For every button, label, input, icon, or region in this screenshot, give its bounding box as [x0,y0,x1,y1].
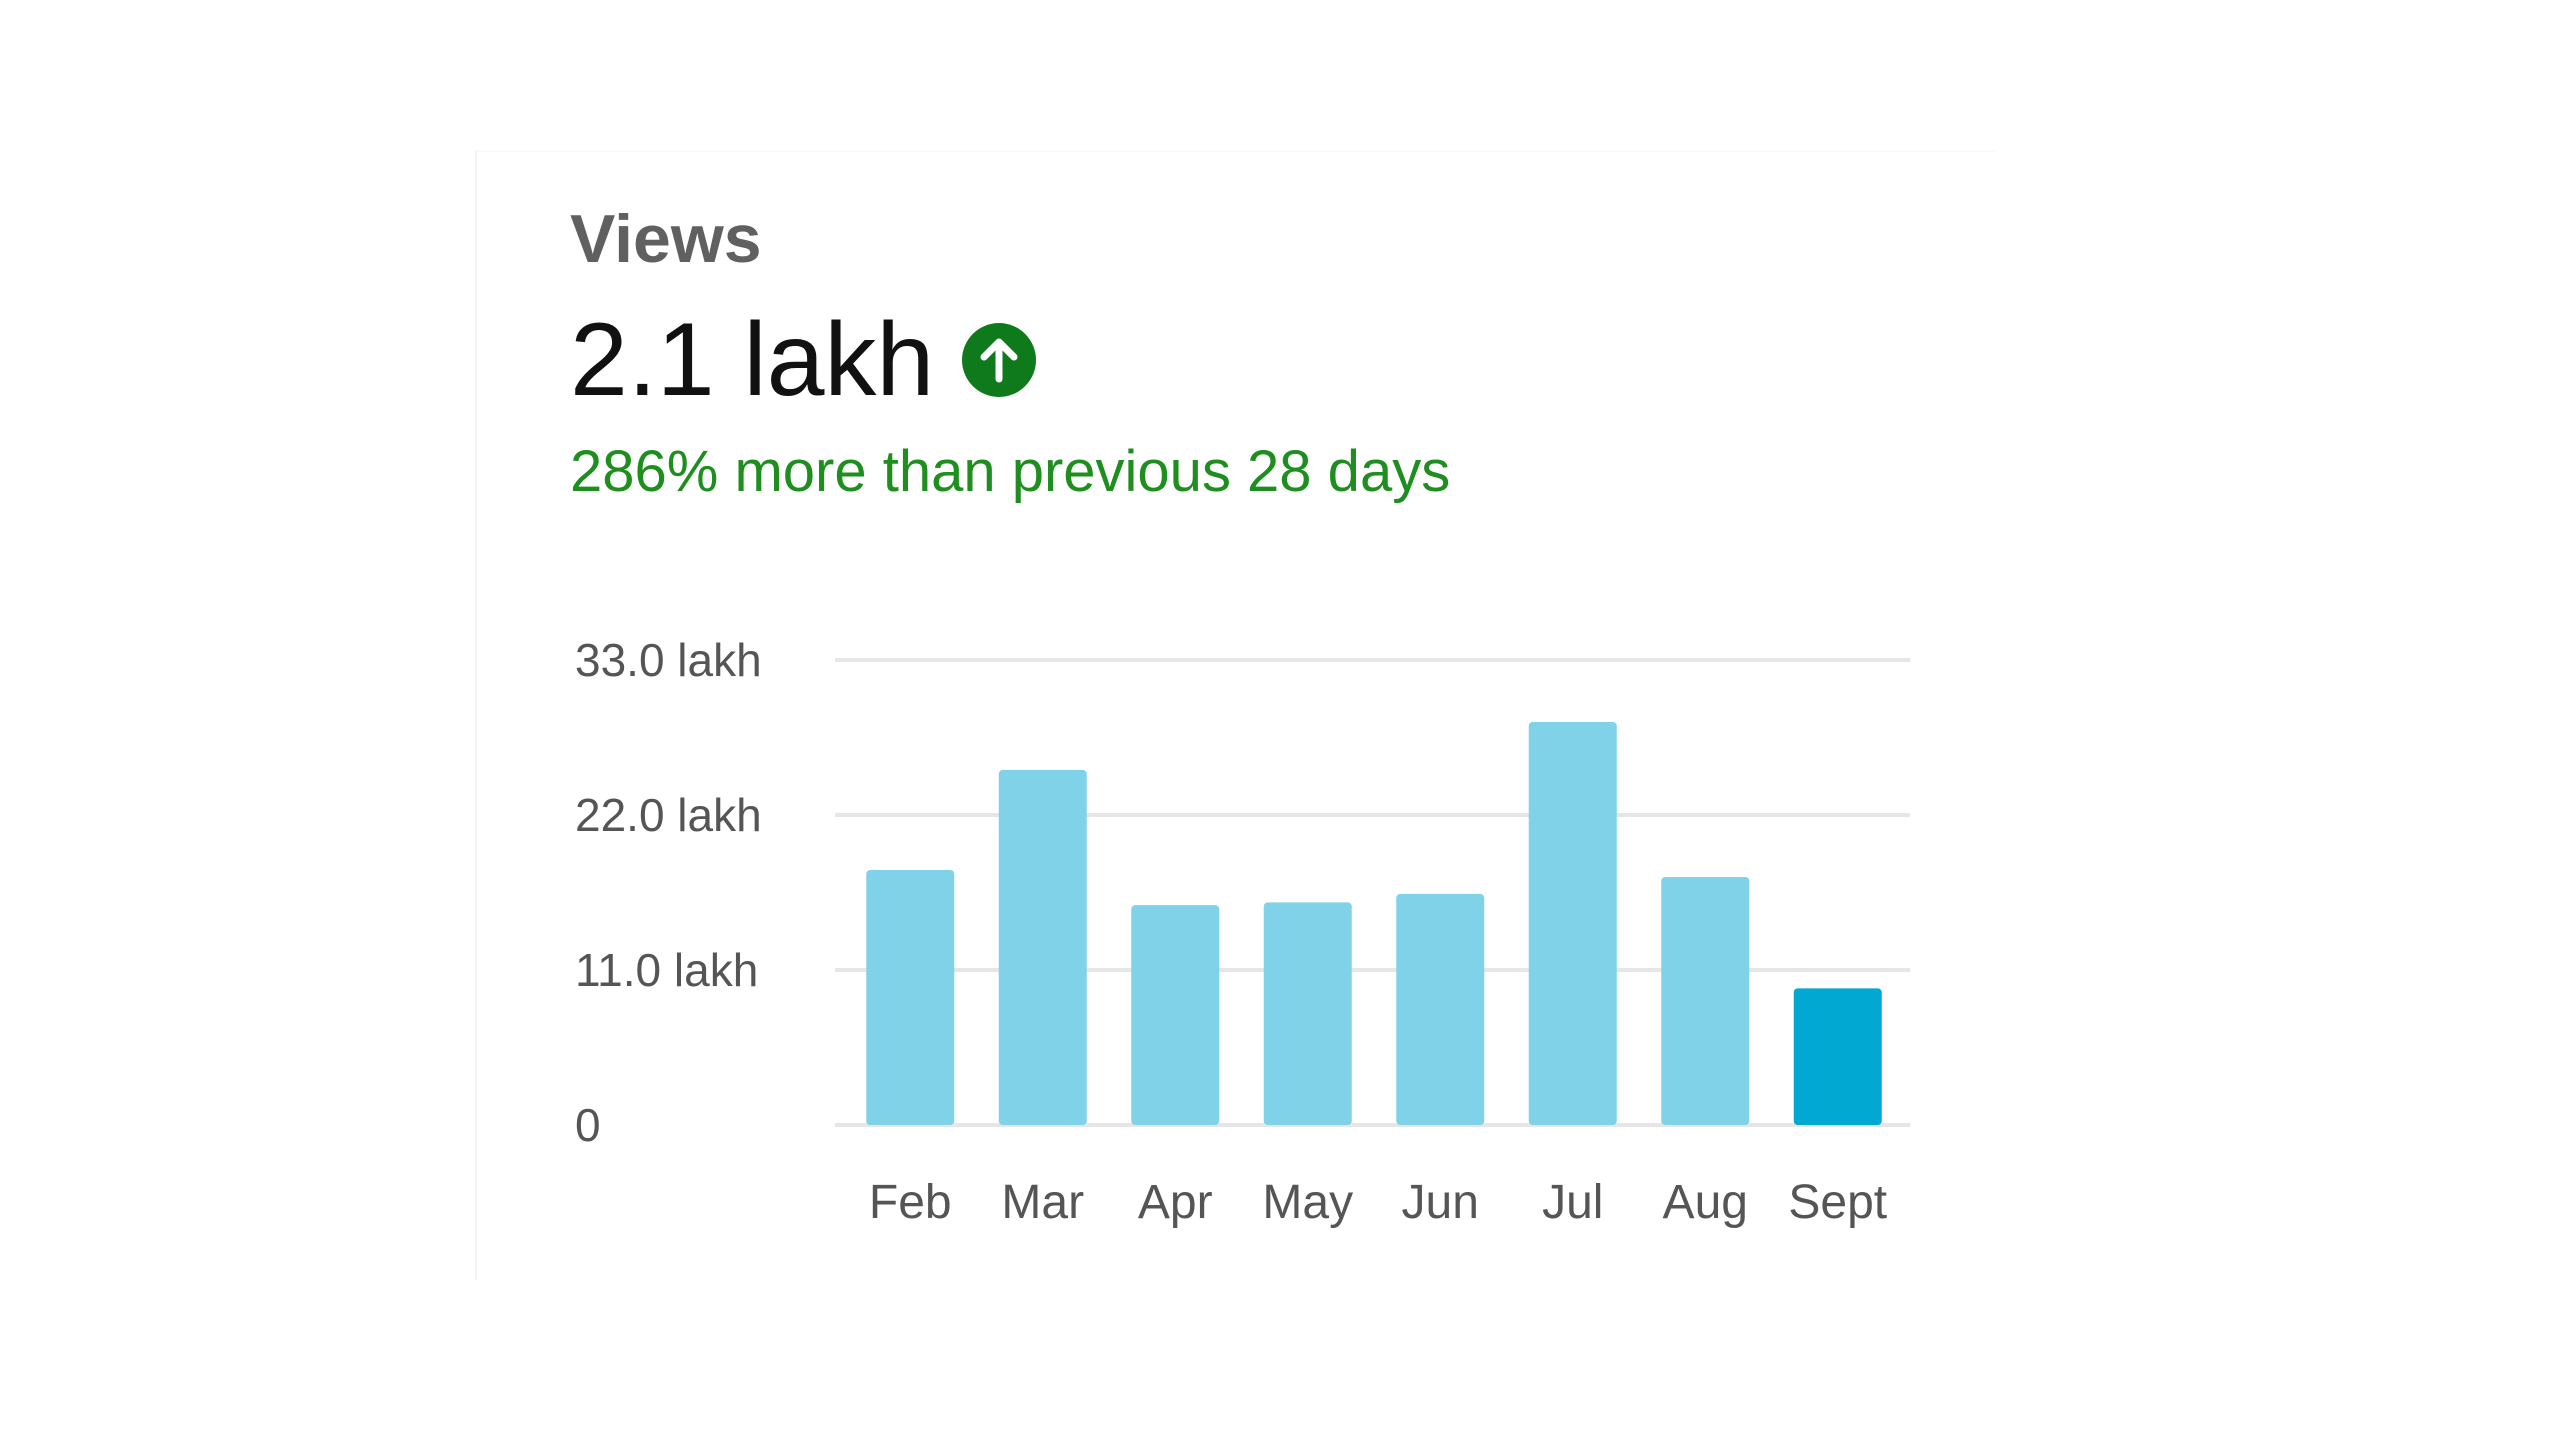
metric-delta: 286% more than previous 28 days [570,439,1451,504]
x-tick-label: Apr [1138,1176,1213,1229]
x-axis-labels: Feb Mar Apr May Jun Jul Aug Sept [869,1176,1887,1229]
x-tick-label: Sept [1788,1176,1887,1229]
bar-aug[interactable] [1661,877,1750,1125]
metric-value-row: 2.1 lakh [570,302,1037,418]
x-tick-label: Mar [1001,1176,1084,1229]
bar-feb[interactable] [866,869,955,1125]
bar-sept[interactable] [1793,988,1882,1125]
arrow-up-circle-icon [962,323,1037,397]
bar-jun[interactable] [1396,893,1485,1125]
bar-mar[interactable] [998,769,1087,1125]
x-tick-label: Jul [1542,1176,1603,1229]
bars [866,722,1882,1125]
metric-title: Views [570,201,762,277]
bar-jul[interactable] [1528,722,1617,1125]
y-tick-label: 0 [575,1099,601,1151]
bar-may[interactable] [1263,902,1352,1125]
y-tick-label: 22.0 lakh [575,789,762,841]
x-tick-label: May [1262,1176,1353,1229]
x-tick-label: Jun [1402,1176,1479,1229]
y-axis-ticks: 0 11.0 lakh 22.0 lakh 33.0 lakh [575,634,762,1151]
x-tick-label: Feb [869,1176,952,1229]
metric-value: 2.1 lakh [570,302,935,418]
y-tick-label: 11.0 lakh [575,944,758,996]
x-tick-label: Aug [1663,1176,1748,1229]
bar-apr[interactable] [1131,905,1220,1125]
y-tick-label: 33.0 lakh [575,634,762,686]
views-card [475,150,1995,1280]
